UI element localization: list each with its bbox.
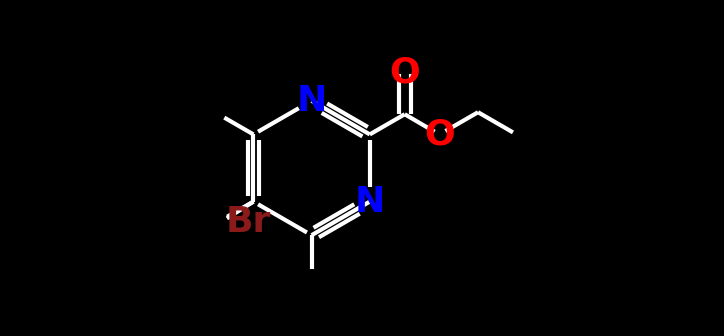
Text: N: N <box>355 184 385 219</box>
Text: N: N <box>296 84 327 118</box>
Text: O: O <box>390 55 420 89</box>
Text: Br: Br <box>225 205 271 239</box>
Text: O: O <box>424 117 455 152</box>
